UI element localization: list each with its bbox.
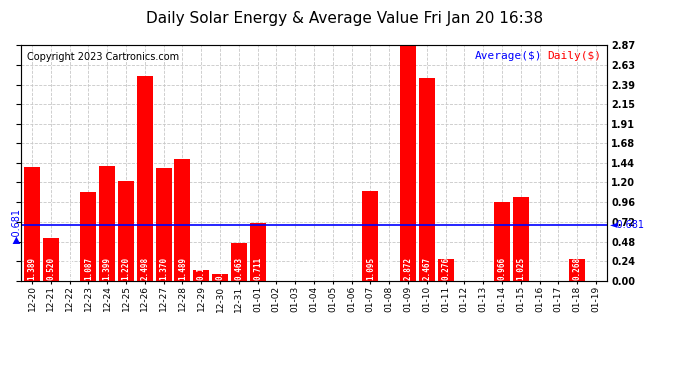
Bar [250, 223, 266, 281]
Text: 0.276: 0.276 [441, 256, 450, 280]
Text: 0.000: 0.000 [328, 256, 337, 280]
Text: 2.498: 2.498 [140, 256, 149, 280]
Bar [43, 238, 59, 281]
Bar [118, 181, 134, 281]
Text: 0.000: 0.000 [290, 256, 299, 280]
Bar [494, 202, 510, 281]
Text: 1.389: 1.389 [28, 256, 37, 280]
Text: 0.000: 0.000 [347, 256, 356, 280]
Bar [569, 259, 585, 281]
Text: 1.025: 1.025 [516, 256, 525, 280]
Bar [513, 197, 529, 281]
Text: 0.520: 0.520 [46, 256, 55, 280]
Text: 0.086: 0.086 [215, 256, 224, 280]
Text: 0.000: 0.000 [384, 256, 393, 280]
Text: 1.399: 1.399 [103, 256, 112, 280]
Bar [419, 78, 435, 281]
Text: 0.132: 0.132 [197, 256, 206, 280]
Text: 0.000: 0.000 [535, 256, 544, 280]
Text: 0.000: 0.000 [65, 256, 74, 280]
Text: 1.087: 1.087 [84, 256, 93, 280]
Text: 1.370: 1.370 [159, 256, 168, 280]
Bar [80, 192, 97, 281]
Text: 0.000: 0.000 [554, 256, 563, 280]
Bar [212, 274, 228, 281]
Text: 0.463: 0.463 [235, 256, 244, 280]
Legend: Average($), Daily($): Average($), Daily($) [475, 51, 602, 60]
Text: 0.000: 0.000 [591, 256, 600, 280]
Text: Daily Solar Energy & Average Value Fri Jan 20 16:38: Daily Solar Energy & Average Value Fri J… [146, 11, 544, 26]
Bar [24, 167, 40, 281]
Text: 0.711: 0.711 [253, 256, 262, 280]
Text: 2.872: 2.872 [404, 256, 413, 280]
Bar [99, 166, 115, 281]
Text: 0.268: 0.268 [573, 256, 582, 280]
Text: 1.095: 1.095 [366, 256, 375, 280]
Text: 2.467: 2.467 [422, 256, 431, 280]
Text: 0.000: 0.000 [479, 256, 488, 280]
Text: 0.000: 0.000 [309, 256, 319, 280]
Bar [362, 191, 378, 281]
Text: 0.000: 0.000 [272, 256, 281, 280]
Text: 0.966: 0.966 [497, 256, 506, 280]
Text: ◄0.681: ◄0.681 [610, 220, 645, 230]
Bar [230, 243, 247, 281]
Bar [155, 168, 172, 281]
Text: 0.000: 0.000 [460, 256, 469, 280]
Bar [193, 270, 209, 281]
Bar [437, 258, 453, 281]
Bar [400, 45, 416, 281]
Text: Copyright 2023 Cartronics.com: Copyright 2023 Cartronics.com [26, 52, 179, 62]
Text: ▶0.681: ▶0.681 [12, 208, 21, 243]
Text: 1.220: 1.220 [121, 256, 130, 280]
Bar [175, 159, 190, 281]
Text: 1.489: 1.489 [178, 256, 187, 280]
Bar [137, 76, 152, 281]
